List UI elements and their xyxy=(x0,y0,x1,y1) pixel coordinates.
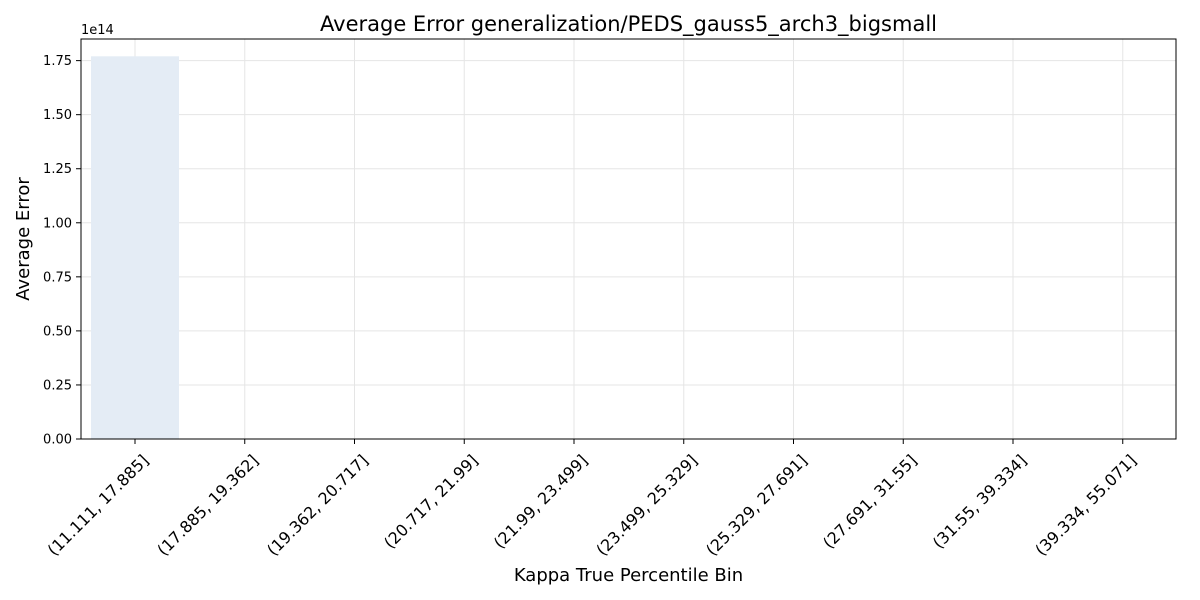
y-tick-label: 0.75 xyxy=(43,270,72,285)
x-axis-ticks: (11.111, 17.885] (17.885, 19.362] (19.362,… xyxy=(44,439,1140,560)
x-tick-label: (20.717, 21.99] xyxy=(380,451,481,552)
y-tick-label: 0.50 xyxy=(43,324,72,339)
x-axis-label: Kappa True Percentile Bin xyxy=(514,565,743,586)
bar xyxy=(91,56,179,439)
y-axis-ticks: 0.00 0.25 0.50 0.75 1.00 1.25 1.50 1.75 xyxy=(43,54,81,448)
y-tick-label: 0.25 xyxy=(43,378,72,393)
y-axis-offset-label: 1e14 xyxy=(81,23,114,38)
y-tick-label: 1.25 xyxy=(43,162,72,177)
y-tick-label: 1.75 xyxy=(43,54,72,69)
x-tick-label: (31.55, 39.334] xyxy=(929,451,1030,552)
x-tick-label: (21.99, 23.499] xyxy=(490,451,591,552)
x-tick-label: (27.691, 31.55] xyxy=(819,451,920,552)
plot-frame xyxy=(80,38,1177,440)
y-tick-label: 1.50 xyxy=(43,108,72,123)
x-tick-label: (19.362, 20.717] xyxy=(263,451,372,560)
x-tick-label: (17.885, 19.362] xyxy=(153,451,262,560)
x-tick-label: (23.499, 25.329] xyxy=(592,451,701,560)
grid xyxy=(81,39,1176,440)
chart-title: Average Error generalization/PEDS_gauss5… xyxy=(320,12,937,37)
y-tick-label: 0.00 xyxy=(43,433,72,448)
x-tick-label: (39.334, 55.071] xyxy=(1031,451,1140,560)
bars xyxy=(91,56,179,439)
x-tick-label: (25.329, 27.691] xyxy=(702,451,811,560)
x-tick-label: (11.111, 17.885] xyxy=(44,451,153,560)
y-tick-label: 1.00 xyxy=(43,216,72,231)
y-axis-label: Average Error xyxy=(13,177,34,301)
